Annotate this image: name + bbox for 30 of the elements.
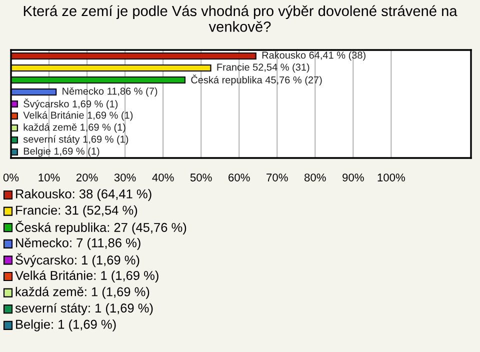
text: každá země: 1 (1,69 %) [16,286,150,299]
x-tick-label: 100% [378,174,405,182]
x-tick-label: 20% [76,174,98,182]
data-label: Německo 11,86 % (7) [62,87,158,97]
x-tick-label: 10% [38,174,60,182]
text: Německo: 7 (11,86 %) [16,238,140,250]
text: Velká Británie: 1 (1,69 %) [15,270,158,283]
x-tick-label: 40% [152,174,174,182]
text: severní státy: 1 (1,69 %) [15,303,153,316]
data-label: Rakousko 64,41 % (38) [262,51,366,61]
data-label: Belgie 1,69 % (1) [24,147,100,157]
x-tick-label: 0% [3,174,19,182]
data-label: Švýcarsko 1,69 % (1) [24,98,118,110]
x-tick-label: 60% [228,174,250,182]
text: Švýcarsko: 1 (1,69 %) [16,253,140,268]
x-tick-label: 50% [190,174,212,182]
data-label: Česká republika 45,76 % (27) [191,74,322,86]
data-label: Francie 52,54 % (31) [217,63,310,73]
text: Francie: 31 (52,54 %) [16,205,138,218]
data-label: severní státy 1,69 % (1) [23,135,128,145]
x-tick-label: 70% [266,174,288,182]
chart-title: Která ze zemí je podle Vás vhodná pro výběr dovolené strávené na venkově? [24,5,458,32]
text: Česká republika: 27 (45,76 %) [16,220,186,235]
data-label: Velká Británie 1,69 % (1) [23,111,133,121]
text: Rakousko: 38 (64,41 %) [16,189,152,201]
x-tick-label: 90% [342,174,364,182]
text: Belgie: 1 (1,69 %) [16,319,116,332]
x-tick-label: 80% [304,174,326,182]
x-tick-label: 30% [114,174,136,182]
data-label: každá země 1,69 % (1) [24,123,126,133]
